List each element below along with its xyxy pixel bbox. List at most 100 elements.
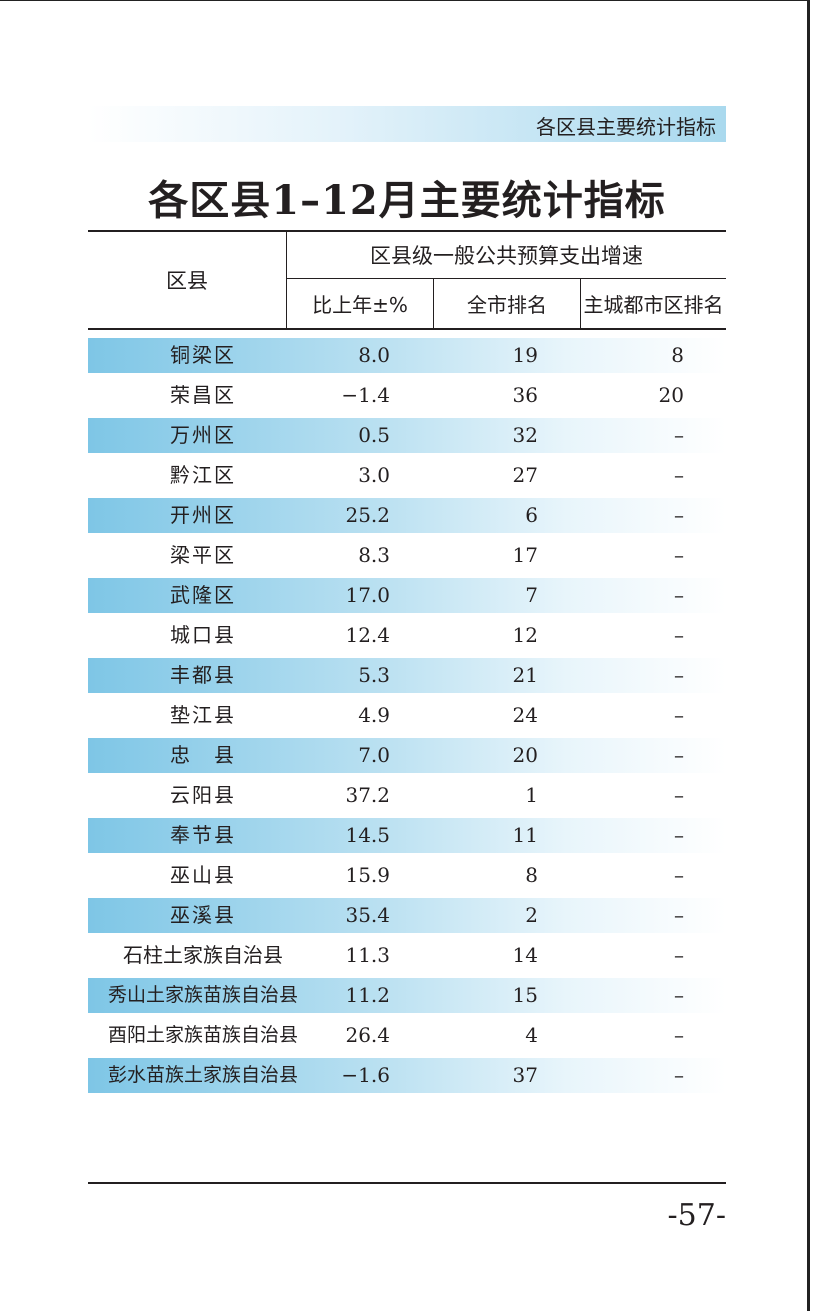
footer-rule [88,1182,726,1184]
district-name: 城口县 [170,623,236,647]
yoy-value: 3.0 [358,463,390,487]
yoy-value: 15.9 [345,863,390,887]
city-rank-value: 4 [525,1023,538,1047]
urban-rank-value: – [674,663,684,687]
city-rank-value: 15 [512,983,538,1007]
yoy-value: −1.4 [341,383,390,407]
urban-rank-value: – [674,1023,684,1047]
running-head: 各区县主要统计指标 [536,115,716,139]
district-name: 云阳县 [170,783,236,807]
district-name: 梁平区 [170,543,236,567]
yoy-value: 11.3 [345,943,390,967]
district-name: 石柱土家族自治县 [123,943,283,967]
urban-rank-value: – [674,503,684,527]
yoy-value: 37.2 [345,783,390,807]
urban-rank-value: – [674,1063,684,1087]
district-name: 武隆区 [170,583,236,607]
yoy-value: 8.3 [358,543,390,567]
city-rank-value: 12 [512,623,538,647]
yoy-value: 25.2 [345,503,390,527]
table-row: 荣昌区 −1.4 36 20 [88,378,726,413]
city-rank-value: 32 [512,423,538,447]
city-rank-value: 6 [525,503,538,527]
table-row: 彭水苗族土家族自治县 −1.6 37 – [88,1058,726,1093]
city-rank-value: 36 [512,383,538,407]
yoy-value: 7.0 [358,743,390,767]
table-row: 秀山土家族苗族自治县 11.2 15 – [88,978,726,1013]
page-number: -57- [667,1198,726,1233]
urban-rank-value: – [674,463,684,487]
yoy-value: 4.9 [358,703,390,727]
table-row: 垫江县 4.9 24 – [88,698,726,733]
urban-rank-value: 20 [658,383,684,407]
city-rank-value: 2 [525,903,538,927]
urban-rank-value: – [674,863,684,887]
district-name: 巫山县 [170,863,236,887]
header-district: 区县 [88,232,287,328]
table-body: 铜梁区 8.0 19 8 荣昌区 −1.4 36 20 万州区 0.5 32– 黔江区 3.0 27– 开州… [88,338,726,1098]
urban-rank-value: – [674,823,684,847]
district-name: 铜梁区 [170,343,236,367]
district-name: 万州区 [170,423,236,447]
yoy-value: 26.4 [345,1023,390,1047]
city-rank-value: 8 [525,863,538,887]
yoy-value: 17.0 [345,583,390,607]
city-rank-value: 19 [512,343,538,367]
district-name: 开州区 [170,503,236,527]
urban-rank-value: 8 [671,343,684,367]
urban-rank-value: – [674,623,684,647]
urban-rank-value: – [674,983,684,1007]
district-name: 奉节县 [170,823,236,847]
city-rank-value: 21 [512,663,538,687]
yoy-value: 5.3 [358,663,390,687]
header-budget-growth: 区县级一般公共预算支出增速 [287,232,726,279]
yoy-value: −1.6 [341,1063,390,1087]
table-row: 酉阳土家族苗族自治县 26.4 4 – [88,1018,726,1053]
page-title: 各区县1–12月主要统计指标 [148,177,666,224]
district-name: 巫溪县 [170,903,236,927]
urban-rank-value: – [674,583,684,607]
table-row: 巫山县 15.9 8 – [88,858,726,893]
header-yoy: 比上年±% [287,279,434,328]
table-row: 奉节县 14.5 11 – [88,818,726,853]
urban-rank-value: – [674,943,684,967]
table-row: 武隆区 17.0 7 – [88,578,726,613]
yoy-value: 14.5 [345,823,390,847]
urban-rank-value: – [674,903,684,927]
table-header: 区县 区县级一般公共预算支出增速 比上年±% 全市排名 主城都市区排名 [88,230,726,330]
urban-rank-value: – [674,423,684,447]
yoy-value: 12.4 [345,623,390,647]
district-name: 彭水苗族土家族自治县 [107,1064,298,1086]
table-row: 城口县 12.4 12 – [88,618,726,653]
city-rank-value: 7 [525,583,538,607]
district-name: 黔江区 [170,463,236,487]
header-urban-rank: 主城都市区排名 [583,293,724,317]
district-name: 秀山土家族苗族自治县 [107,984,298,1006]
table-row: 石柱土家族自治县 11.3 14 – [88,938,726,973]
yoy-value: 11.2 [345,983,390,1007]
district-name: 忠 县 [170,743,236,767]
urban-rank-value: – [674,703,684,727]
yoy-value: 0.5 [358,423,390,447]
city-rank-value: 27 [512,463,538,487]
table-row: 丰都县 5.3 21 – [88,658,726,693]
city-rank-value: 11 [512,823,538,847]
table-row: 万州区 0.5 32 – [88,418,726,453]
urban-rank-value: – [674,743,684,767]
city-rank-value: 14 [512,943,538,967]
city-rank-value: 1 [525,783,538,807]
district-name: 酉阳土家族苗族自治县 [107,1024,298,1046]
stats-table: 区县 区县级一般公共预算支出增速 比上年±% 全市排名 主城都市区排名 铜梁区 8… [88,230,726,1093]
urban-rank-value: – [674,783,684,807]
table-row: 巫溪县 35.4 2 – [88,898,726,933]
district-name: 荣昌区 [170,383,236,407]
urban-rank-value: – [674,543,684,567]
table-row: 忠 县 7.0 20 – [88,738,726,773]
district-name: 丰都县 [170,663,236,687]
city-rank-value: 20 [512,743,538,767]
yoy-value: 8.0 [358,343,390,367]
table-row: 梁平区 8.3 17 – [88,538,726,573]
header-city-rank: 全市排名 [434,279,581,328]
table-row: 开州区 25.2 6 – [88,498,726,533]
